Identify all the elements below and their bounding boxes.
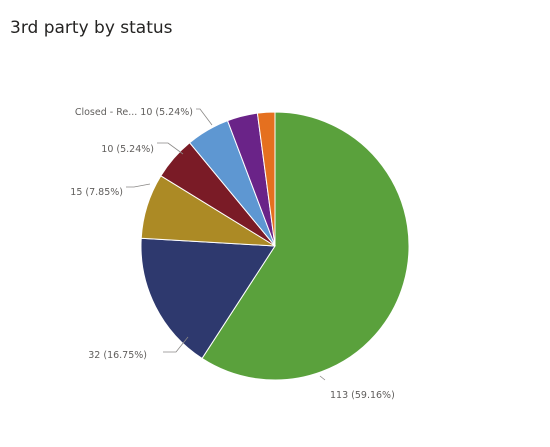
leader-line <box>196 108 213 126</box>
pie-slice[interactable] <box>140 237 276 360</box>
slice-data-label: 32 (16.75%) <box>88 350 147 361</box>
slice-data-label: 10 (5.24%) <box>101 144 154 155</box>
slice-data-label: 113 (59.16%) <box>330 390 395 401</box>
chart-title: 3rd party by status <box>10 18 173 38</box>
leader-line <box>126 183 151 188</box>
leader-line <box>319 375 326 381</box>
slice-data-label: Closed - Re... 10 (5.24%) <box>75 107 193 118</box>
leader-line <box>163 336 189 353</box>
leader-line <box>157 142 184 155</box>
slice-data-label: 15 (7.85%) <box>70 187 123 198</box>
pie-slice[interactable] <box>256 111 276 247</box>
pie-slice[interactable] <box>201 111 410 381</box>
